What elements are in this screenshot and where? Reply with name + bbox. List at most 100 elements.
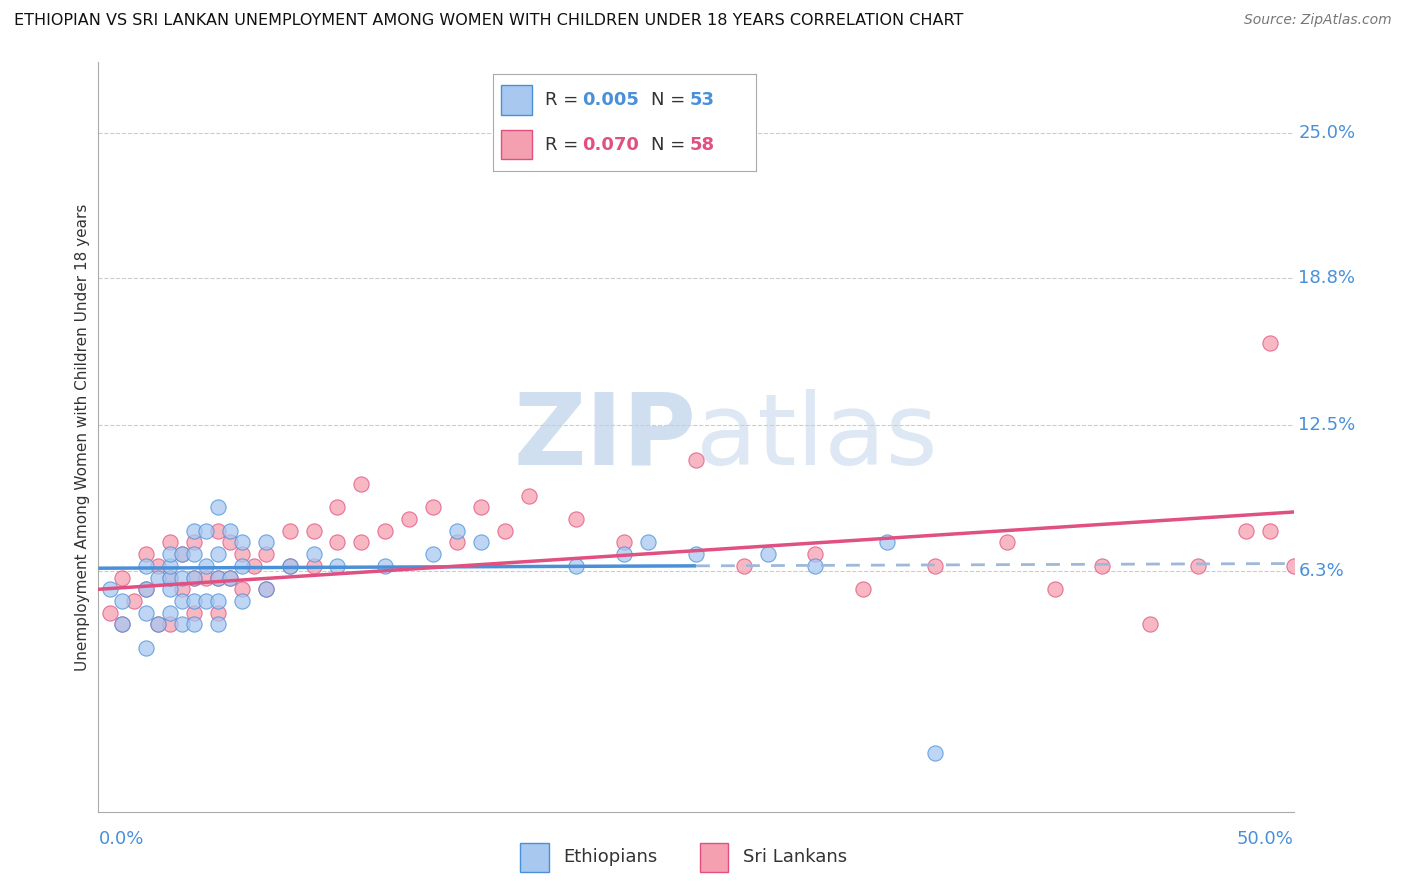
Point <box>231 594 253 608</box>
Point <box>207 606 229 620</box>
Point <box>207 547 229 561</box>
Point <box>172 582 194 597</box>
Point <box>302 524 325 538</box>
Point <box>111 617 134 632</box>
Point <box>183 606 205 620</box>
Text: 12.5%: 12.5% <box>1298 417 1355 434</box>
Text: 0.0%: 0.0% <box>98 830 143 848</box>
Point <box>398 512 420 526</box>
Point <box>183 547 205 561</box>
Point <box>243 558 266 573</box>
Point <box>924 746 946 760</box>
Point <box>172 594 194 608</box>
Point <box>207 594 229 608</box>
Point <box>231 535 253 549</box>
Point <box>685 547 707 561</box>
Point <box>1258 524 1281 538</box>
Text: atlas: atlas <box>696 389 938 485</box>
Point <box>172 571 194 585</box>
Point <box>278 558 301 573</box>
Point <box>422 500 444 515</box>
Point <box>183 617 205 632</box>
Point <box>207 571 229 585</box>
Point <box>195 594 218 608</box>
Point <box>172 617 194 632</box>
Point <box>98 582 122 597</box>
Point <box>756 547 779 561</box>
Point <box>183 594 205 608</box>
Point <box>183 524 205 538</box>
Point <box>195 558 218 573</box>
Point <box>1043 582 1066 597</box>
Point <box>135 582 157 597</box>
Text: 50.0%: 50.0% <box>1237 830 1294 848</box>
Point <box>111 594 134 608</box>
Point <box>446 524 468 538</box>
Point <box>470 500 492 515</box>
Point <box>733 558 755 573</box>
Text: ETHIOPIAN VS SRI LANKAN UNEMPLOYMENT AMONG WOMEN WITH CHILDREN UNDER 18 YEARS CO: ETHIOPIAN VS SRI LANKAN UNEMPLOYMENT AMO… <box>14 13 963 29</box>
Point <box>374 558 396 573</box>
Point <box>565 558 588 573</box>
Text: 6.3%: 6.3% <box>1298 562 1344 580</box>
Point <box>148 617 170 632</box>
Point <box>876 535 898 549</box>
Point <box>135 547 157 561</box>
Point <box>159 547 181 561</box>
Point <box>172 547 194 561</box>
Point <box>326 558 349 573</box>
Point <box>159 617 181 632</box>
Point <box>219 524 242 538</box>
Point <box>637 535 659 549</box>
Point <box>613 547 636 561</box>
Point <box>685 453 707 467</box>
Point <box>219 571 242 585</box>
Point <box>995 535 1018 549</box>
Text: Source: ZipAtlas.com: Source: ZipAtlas.com <box>1244 13 1392 28</box>
Point <box>470 535 492 549</box>
Point <box>207 617 229 632</box>
Point <box>183 571 205 585</box>
Point <box>124 594 146 608</box>
Point <box>159 558 181 573</box>
Point <box>183 535 205 549</box>
Point <box>135 558 157 573</box>
Point <box>148 571 170 585</box>
Y-axis label: Unemployment Among Women with Children Under 18 years: Unemployment Among Women with Children U… <box>75 203 90 671</box>
Point <box>135 640 157 655</box>
Point <box>207 500 229 515</box>
Point <box>1187 558 1209 573</box>
Point <box>278 524 301 538</box>
Point <box>195 524 218 538</box>
Point <box>565 512 588 526</box>
Point <box>804 547 827 561</box>
Point <box>254 582 277 597</box>
Point <box>374 524 396 538</box>
Point <box>219 535 242 549</box>
Point <box>231 582 253 597</box>
Point <box>1234 524 1257 538</box>
Point <box>350 535 373 549</box>
Point <box>517 489 540 503</box>
Point <box>804 558 827 573</box>
Point <box>494 524 516 538</box>
Point <box>195 571 218 585</box>
Point <box>111 617 134 632</box>
Point <box>231 547 253 561</box>
Point <box>326 500 349 515</box>
Point <box>159 535 181 549</box>
Point <box>1258 336 1281 351</box>
Point <box>183 571 205 585</box>
Point <box>613 535 636 549</box>
Point <box>148 617 170 632</box>
Point <box>111 571 134 585</box>
Point <box>159 606 181 620</box>
Point <box>254 535 277 549</box>
Point <box>172 547 194 561</box>
Point <box>924 558 946 573</box>
Point <box>1091 558 1114 573</box>
Text: 25.0%: 25.0% <box>1298 124 1355 142</box>
Point <box>326 535 349 549</box>
Text: ZIP: ZIP <box>513 389 696 485</box>
Text: 18.8%: 18.8% <box>1298 268 1355 287</box>
